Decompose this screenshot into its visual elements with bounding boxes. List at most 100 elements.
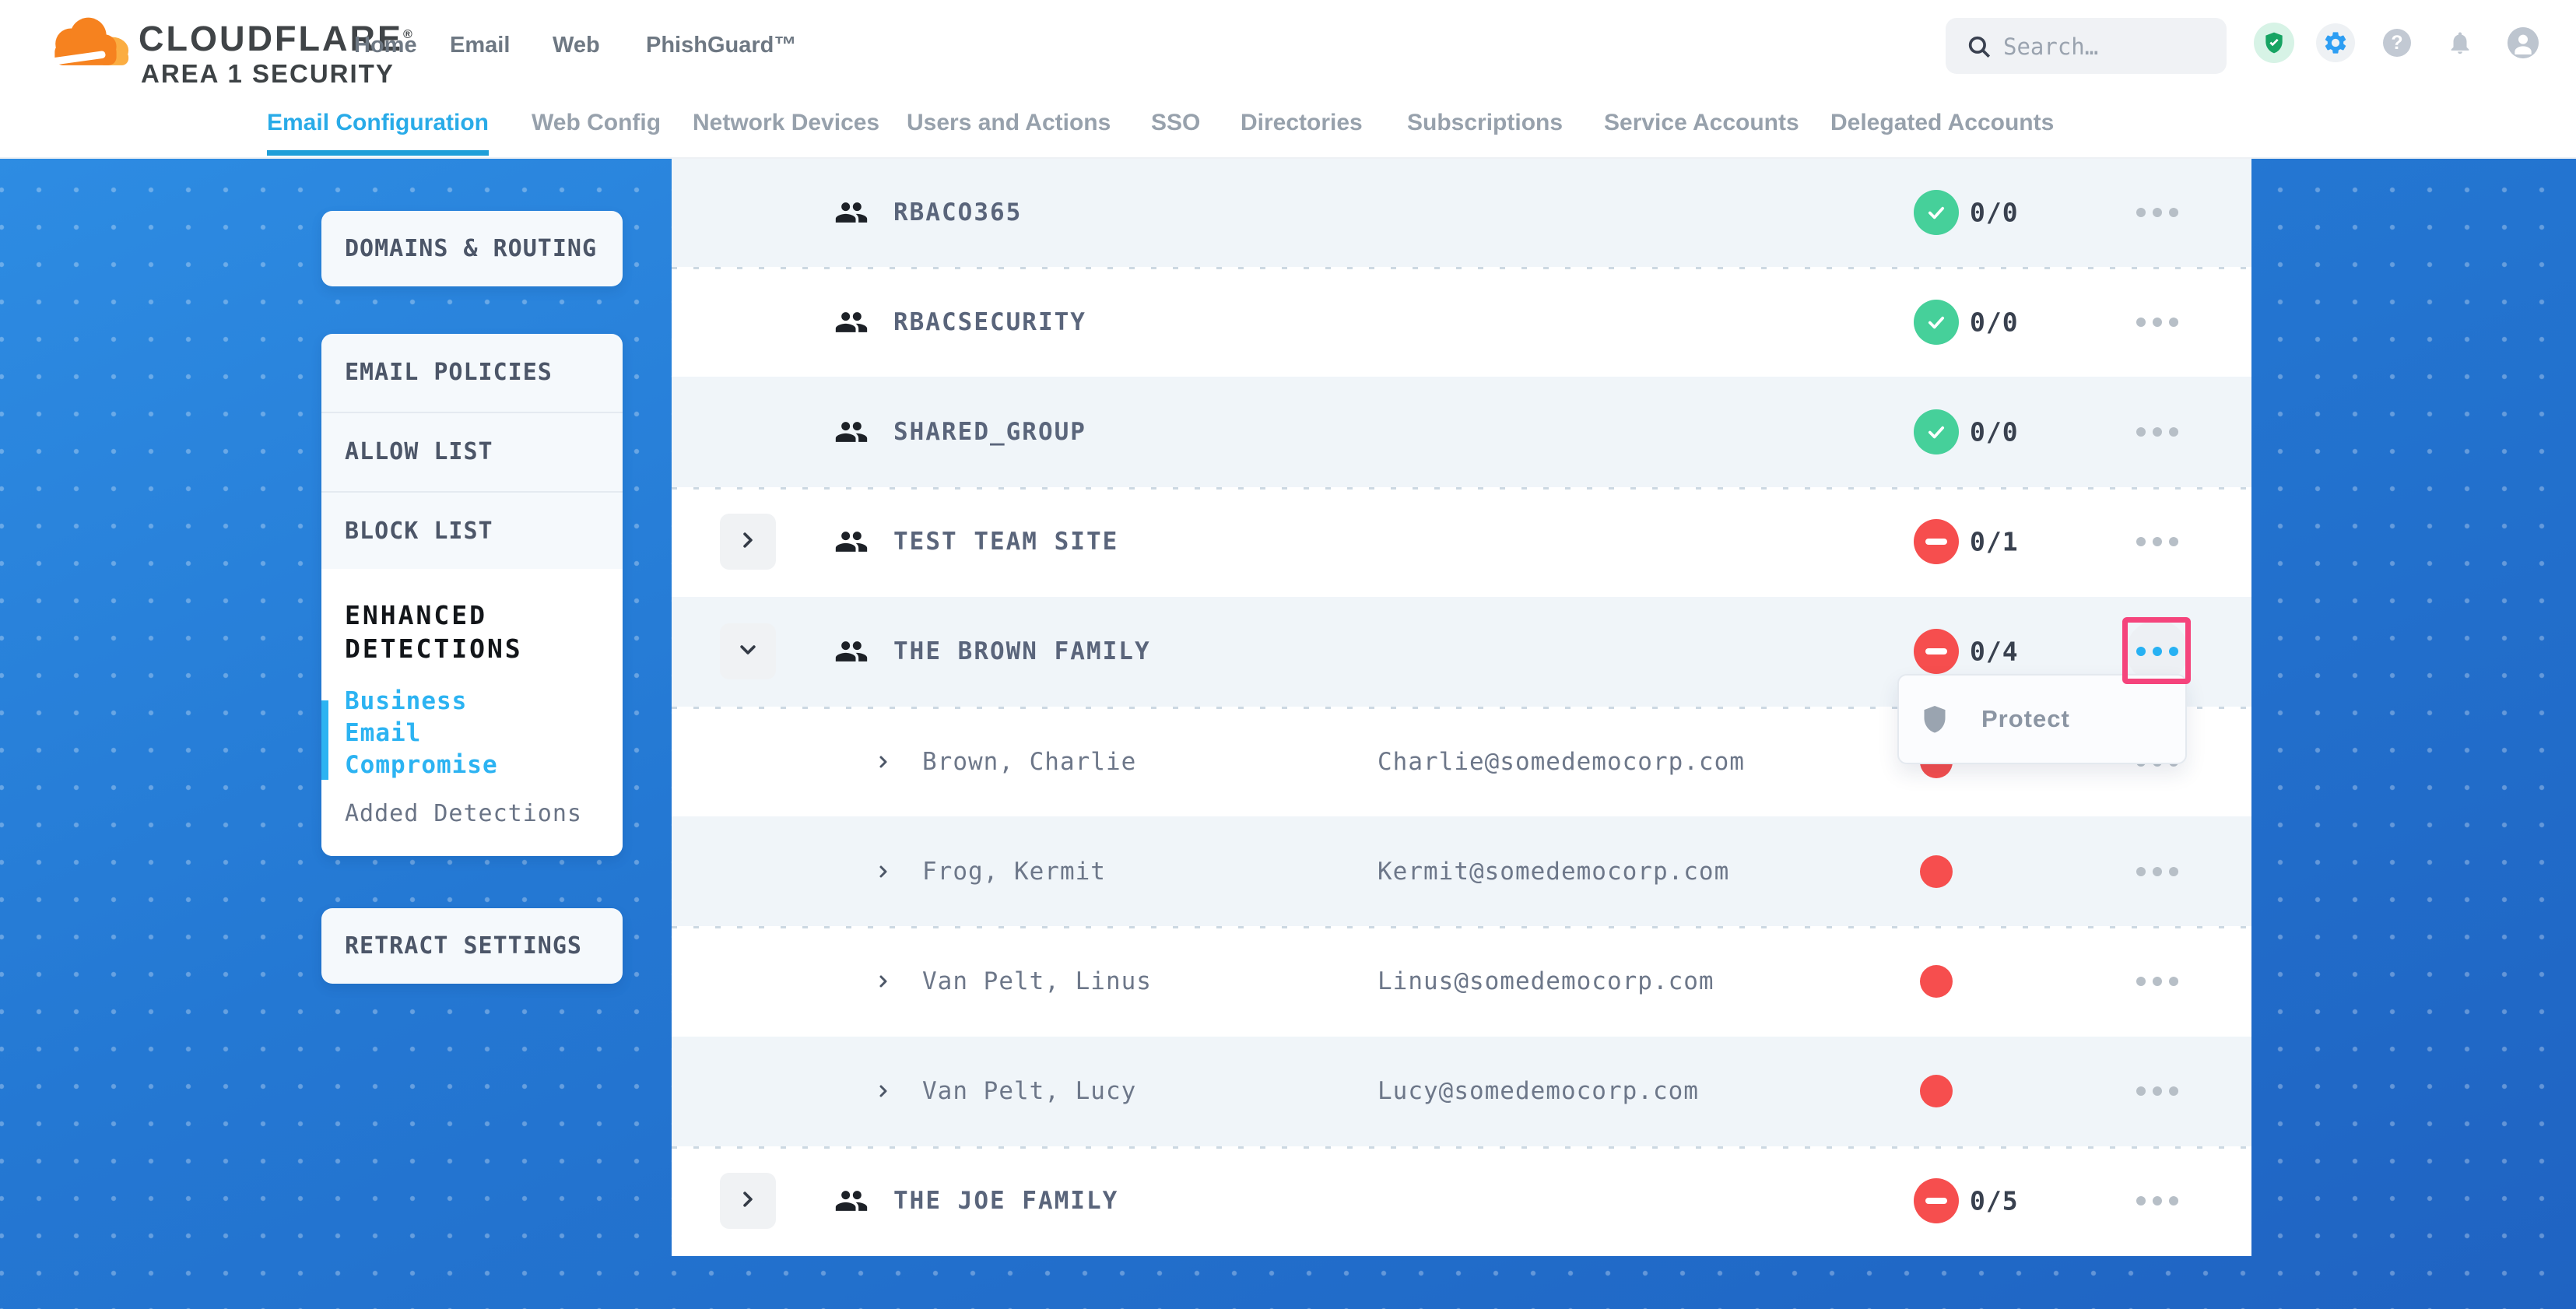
status-alert-dot — [1920, 964, 1953, 998]
sidebar-item-retract-settings[interactable]: RETRACT SETTINGS — [321, 908, 623, 984]
row-actions-button[interactable] — [2126, 1170, 2188, 1232]
status-alert-icon — [1914, 519, 1959, 565]
main-nav-link-3[interactable]: PhishGuard™ — [646, 33, 797, 58]
expand-chevron-button[interactable] — [720, 514, 776, 570]
row-actions-button[interactable] — [2126, 401, 2188, 463]
enhanced-detections-title[interactable]: ENHANCED DETECTIONS — [345, 600, 523, 664]
brand-subtitle: AREA 1 SECURITY — [141, 59, 395, 88]
chevron-right-icon — [735, 527, 761, 556]
tab-4[interactable]: SSO — [1151, 110, 1201, 135]
cloudflare-logo-icon[interactable] — [47, 8, 134, 82]
row-actions-button[interactable] — [2126, 291, 2188, 353]
expand-chevron-button[interactable] — [720, 623, 776, 680]
member-chevron-icon[interactable] — [873, 1081, 893, 1101]
help-icon[interactable]: ? — [2383, 29, 2411, 57]
sidebar-policies-card: EMAIL POLICIES ALLOW LIST BLOCK LIST ENHAN… — [321, 334, 623, 856]
expand-chevron-button[interactable] — [720, 1173, 776, 1230]
sidebar-policy-item-0[interactable]: EMAIL POLICIES — [321, 334, 623, 413]
notifications-bell-icon[interactable] — [2447, 26, 2473, 59]
protection-count: 0/1 — [1970, 526, 2019, 557]
table-row-group[interactable]: TEST TEAM SITE 0/1 — [672, 486, 2251, 597]
sidebar-item-added-detections[interactable]: Added Detections — [345, 800, 582, 827]
sidebar-item-business-email-compromise[interactable]: Business Email Compromise — [345, 687, 498, 779]
row-actions-button[interactable] — [2126, 181, 2188, 244]
group-people-icon — [834, 415, 869, 449]
protection-count: 0/5 — [1970, 1185, 2019, 1216]
group-people-icon — [834, 1184, 869, 1218]
status-alert-dot — [1920, 855, 1953, 888]
row-actions-button[interactable] — [2126, 511, 2188, 573]
sidebar-policy-item-1[interactable]: ALLOW LIST — [321, 413, 623, 493]
chevron-down-icon — [735, 637, 761, 666]
chevron-right-icon — [735, 1186, 761, 1216]
secondary-nav-tabbar: Email Configuration Web Config Network Dev… — [0, 90, 2576, 159]
table-row-group[interactable]: RBACO365 0/0 — [672, 157, 2251, 268]
settings-gear-icon[interactable] — [2316, 23, 2355, 62]
group-name: RBACO365 — [893, 198, 1023, 226]
protection-count: 0/4 — [1970, 636, 2019, 667]
member-name: Van Pelt, Lucy — [922, 1077, 1137, 1106]
group-people-icon — [834, 305, 869, 339]
protection-count: 0/0 — [1970, 307, 2019, 338]
main-nav-link-1[interactable]: Email — [450, 33, 511, 58]
status-alert-icon — [1914, 1178, 1959, 1224]
table-row-member[interactable]: Van Pelt, Lucy Lucy@somedemocorp.com — [672, 1036, 2251, 1146]
group-people-icon — [834, 195, 869, 230]
sidebar-item-domains-routing[interactable]: DOMAINS & ROUTING — [321, 211, 623, 286]
brand-wordmark: CLOUDFLARE® — [139, 19, 415, 58]
menu-item-label: Protect — [1981, 705, 2070, 732]
sidebar-section-enhanced-detections: ENHANCED DETECTIONS Business Email Compr… — [321, 569, 623, 856]
status-alert-icon — [1914, 629, 1959, 675]
group-people-icon — [834, 634, 869, 669]
row-actions-button[interactable] — [2126, 1060, 2188, 1122]
menu-item-protect[interactable]: Protect — [1899, 676, 2185, 763]
group-name: THE BROWN FAMILY — [893, 637, 1151, 666]
group-name: RBACSECURITY — [893, 307, 1086, 336]
member-chevron-icon[interactable] — [873, 971, 893, 991]
status-ok-icon — [1914, 299, 1959, 345]
account-avatar-icon[interactable] — [2508, 27, 2539, 58]
status-ok-icon — [1914, 189, 1959, 235]
search-input[interactable] — [2002, 18, 2215, 75]
row-actions-button[interactable] — [2126, 840, 2188, 903]
search-box[interactable] — [1946, 18, 2227, 75]
member-chevron-icon[interactable] — [873, 862, 893, 882]
main-nav-link-0[interactable]: Home — [354, 33, 417, 58]
tab-7[interactable]: Service Accounts — [1604, 110, 1799, 135]
tab-3[interactable]: Users and Actions — [907, 110, 1111, 135]
verified-shield-icon[interactable] — [2254, 23, 2294, 63]
sidebar-policy-item-2[interactable]: BLOCK LIST — [321, 493, 623, 572]
status-ok-icon — [1914, 409, 1959, 454]
main-nav-link-2[interactable]: Web — [553, 33, 600, 58]
search-icon — [1968, 36, 1991, 58]
group-name: THE JOE FAMILY — [893, 1187, 1119, 1216]
tab-8[interactable]: Delegated Accounts — [1830, 110, 2055, 135]
member-name: Van Pelt, Linus — [922, 967, 1152, 995]
group-people-icon — [834, 525, 869, 559]
table-row-member[interactable]: Van Pelt, Linus Linus@somedemocorp.com — [672, 926, 2251, 1037]
help-glyph: ? — [2391, 31, 2403, 54]
top-header: CLOUDFLARE® AREA 1 SECURITY Home Email Web… — [0, 0, 2576, 90]
context-menu: Protect — [1897, 674, 2187, 764]
tab-5[interactable]: Directories — [1241, 110, 1363, 135]
table-row-group[interactable]: THE JOE FAMILY 0/5 — [672, 1146, 2251, 1256]
shield-icon — [1921, 704, 1949, 739]
table-row-member[interactable]: Frog, Kermit Kermit@somedemocorp.com — [672, 816, 2251, 927]
tab-0[interactable]: Email Configuration — [267, 90, 489, 156]
tab-1[interactable]: Web Config — [532, 110, 662, 135]
table-row-group[interactable]: SHARED_GROUP 0/0 — [672, 377, 2251, 487]
member-name: Frog, Kermit — [922, 857, 1106, 886]
tab-2[interactable]: Network Devices — [693, 110, 880, 135]
group-name: TEST TEAM SITE — [893, 528, 1119, 556]
member-email: Charlie@somedemocorp.com — [1377, 747, 1745, 776]
row-actions-button[interactable] — [2126, 950, 2188, 1012]
status-alert-dot — [1920, 1075, 1953, 1108]
row-actions-button[interactable] — [2126, 620, 2188, 683]
member-chevron-icon[interactable] — [873, 752, 893, 772]
table-row-group[interactable]: RBACSECURITY 0/0 — [672, 267, 2251, 377]
highlight-annotation-box — [2122, 617, 2191, 684]
tab-6[interactable]: Subscriptions — [1407, 110, 1563, 135]
member-email: Lucy@somedemocorp.com — [1377, 1077, 1699, 1106]
protection-count: 0/0 — [1970, 416, 2019, 447]
